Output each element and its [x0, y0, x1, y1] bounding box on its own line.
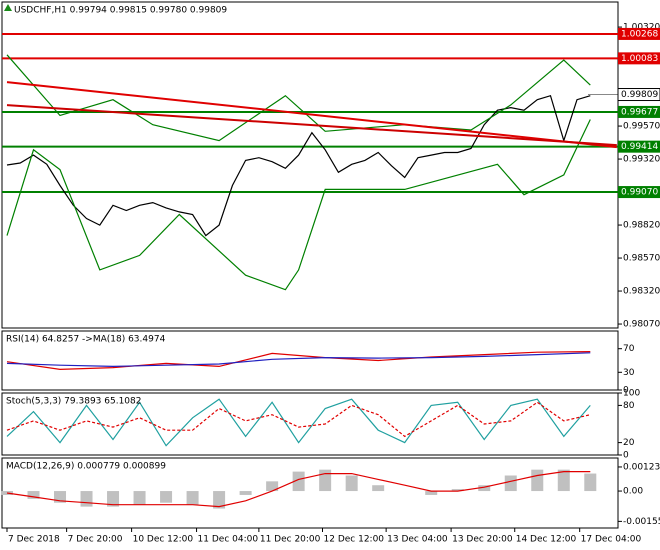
histogram-bar [425, 491, 438, 495]
level-label: 1.00083 [621, 54, 658, 64]
y-tick-label: 0.98820 [623, 221, 660, 231]
y-tick-label: 20 [623, 438, 635, 448]
panel-frame [1, 1, 619, 329]
histogram-bar [584, 473, 597, 492]
level-label: 0.99414 [621, 142, 658, 152]
series-line [6, 351, 591, 371]
level-label: 0.99677 [621, 107, 658, 117]
histogram-bar [372, 485, 385, 492]
y-tick-label: 1.00320 [623, 23, 660, 33]
y-tick-label: 80 [623, 401, 635, 411]
panel-frame [1, 392, 619, 456]
histogram-bar [107, 491, 120, 507]
level-label: 0.99070 [621, 188, 658, 198]
histogram-bar [478, 485, 491, 492]
y-tick-label: 0.98070 [623, 320, 660, 330]
series-line [6, 81, 617, 149]
level-box [618, 27, 660, 40]
series-line [6, 398, 591, 447]
histogram-bar [186, 491, 199, 505]
series-line [6, 352, 591, 368]
panel-title: RSI(14) 64.8257 ->MA(18) 63.4974 [6, 335, 166, 345]
y-tick-label: 0.99570 [623, 122, 660, 132]
series-line [6, 104, 617, 147]
x-tick-label: 14 Dec 12:00 [516, 535, 577, 545]
histogram-bar [133, 491, 146, 505]
histogram-bar [531, 469, 544, 492]
x-tick-label: 7 Dec 20:00 [68, 535, 123, 545]
histogram-bar [557, 469, 570, 492]
level-box [618, 186, 660, 199]
y-tick-label: -0.001559 [623, 517, 660, 527]
y-tick-label: 0.00 [623, 487, 643, 497]
y-tick-label: 0 [623, 386, 629, 396]
histogram-bar [213, 491, 226, 509]
x-tick-label: 12 Dec 12:00 [324, 535, 385, 545]
histogram-bar [239, 491, 252, 495]
x-tick-label: 10 Dec 12:00 [133, 535, 194, 545]
last-price-label: 0.99809 [621, 90, 658, 100]
symbol-icon [4, 4, 12, 11]
x-tick-label: 17 Dec 04:00 [581, 535, 642, 545]
histogram-bar [292, 471, 305, 492]
last-price-box [617, 88, 660, 102]
y-tick-label: 0.98570 [623, 254, 660, 264]
x-tick-label: 7 Dec 2018 [8, 535, 60, 545]
series-line [6, 401, 591, 438]
histogram-bar [266, 481, 279, 492]
x-tick-label: 11 Dec 04:00 [198, 535, 259, 545]
x-tick-label: 13 Dec 04:00 [387, 535, 448, 545]
series-line [6, 119, 591, 291]
histogram-bar [80, 491, 93, 507]
series-line [6, 94, 591, 237]
histogram-bar [0, 491, 13, 495]
panel-title: USDCHF,H1 0.99794 0.99815 0.99780 0.9980… [14, 6, 227, 16]
histogram-bar [451, 489, 464, 492]
histogram-bar [504, 475, 517, 492]
y-tick-label: 100 [623, 389, 640, 399]
x-tick-label: 13 Dec 20:00 [452, 535, 513, 545]
x-tick-label: 11 Dec 20:00 [260, 535, 321, 545]
level-box [618, 105, 660, 118]
y-tick-label: 0 [623, 451, 629, 461]
panel-title: MACD(12,26,9) 0.000779 0.000899 [6, 462, 166, 472]
series-line [6, 471, 591, 508]
y-tick-label: 70 [623, 344, 635, 354]
level-box [618, 140, 660, 153]
panel-frame [1, 330, 619, 391]
histogram-bar [160, 491, 173, 503]
y-tick-label: 0.001239 [623, 462, 660, 472]
y-tick-label: 30 [623, 368, 635, 378]
histogram-bar [27, 491, 40, 499]
y-tick-label: 0.98320 [623, 287, 660, 297]
histogram-bar [319, 469, 332, 492]
histogram-bar [345, 475, 358, 492]
level-box [618, 52, 660, 65]
panel-title: Stoch(5,3,3) 79.3893 65.1082 [6, 397, 141, 407]
y-tick-label: 0.99320 [623, 155, 660, 165]
level-label: 1.00268 [621, 29, 658, 39]
histogram-bar [54, 491, 67, 503]
